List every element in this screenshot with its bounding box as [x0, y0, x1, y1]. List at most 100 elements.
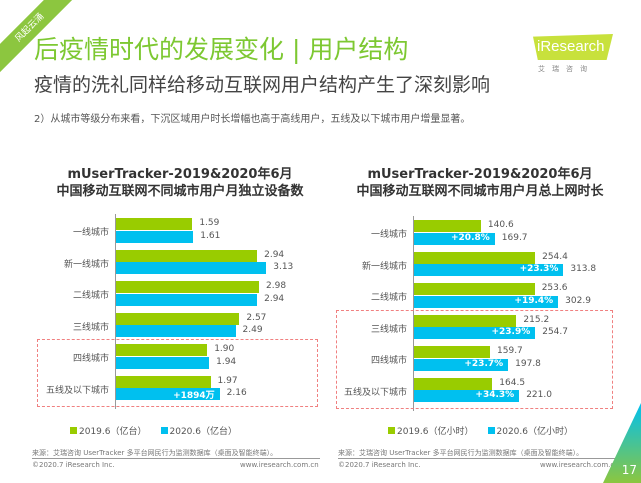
value-label: 254.7: [542, 327, 568, 337]
legend: 2019.6（亿台） 2020.6（亿台）: [70, 424, 251, 437]
bar-2019: [116, 375, 211, 388]
bar-2019: [116, 344, 208, 356]
growth-label: +23.3%: [519, 264, 559, 274]
bar-2019: [414, 346, 491, 358]
value-label: 253.6: [541, 283, 568, 293]
value-label: 1.61: [200, 230, 221, 241]
value-label: 169.7: [501, 232, 528, 243]
url-right: www.iresearch.com.cn: [540, 461, 619, 469]
bar-2019: [414, 251, 536, 264]
bar-2019: [116, 312, 240, 325]
value-label: 302.9: [565, 295, 591, 306]
bar-2020: [116, 230, 194, 243]
value-label: 2.57: [246, 312, 267, 323]
page-note: 2）从城市等级分布来看，下沉区域用户时长增幅也高于高线用户，五线及以下城市用户增…: [34, 114, 471, 125]
legend-item: 2019.6（亿小时）: [388, 427, 474, 437]
chart-title: mUserTracker-2019&2020年6月 中国移动互联网不同城市用户月总…: [356, 167, 604, 199]
value-label: 2.94: [264, 293, 285, 304]
bar-2019: [116, 281, 260, 293]
value-label: 197.8: [515, 358, 541, 369]
bar-2020: [414, 232, 495, 245]
value-label: 2.98: [266, 281, 287, 291]
growth-label: +23.9%: [491, 327, 531, 337]
legend: 2019.6（亿小时） 2020.6（亿小时）: [388, 424, 587, 437]
page-subtitle: 疫情的洗礼同样给移动互联网用户结构产生了深刻影响: [34, 74, 491, 96]
bar-2020: [116, 356, 210, 369]
bar-2020: [414, 358, 509, 371]
value-label: 1.90: [214, 344, 235, 354]
value-label: 3.13: [273, 262, 294, 272]
category-label: 四线城市: [370, 356, 407, 366]
bar-2019: [414, 220, 481, 232]
bar-2019: [414, 314, 517, 327]
category-label: 三线城市: [72, 322, 109, 333]
legend-swatch: [487, 427, 495, 434]
iresearch-logo-sub: 艾瑞咨询: [538, 65, 594, 73]
value-label: 164.5: [499, 377, 526, 388]
growth-label: +1894万: [173, 391, 215, 401]
legend-label: 2019.6（亿台）: [79, 427, 147, 437]
bar-2020: [116, 325, 236, 337]
url-left: www.iresearch.com.cn: [240, 461, 319, 469]
bar-2020: [116, 293, 258, 306]
page-number: 17: [621, 463, 637, 477]
category-label: 四线城市: [72, 354, 109, 364]
category-label: 一线城市: [370, 230, 407, 240]
bar-2020: [116, 262, 267, 274]
bar-2020: [414, 264, 564, 276]
value-label: 140.6: [487, 220, 514, 230]
divider: [32, 458, 320, 459]
bar-2019: [116, 249, 258, 262]
value-label: 1.94: [216, 356, 237, 367]
legend-label: 2020.6（亿台）: [169, 427, 238, 437]
value-label: 221.0: [526, 390, 552, 400]
category-label: 五线及以下城市: [343, 387, 407, 398]
legend-item: 2019.6（亿台）: [70, 427, 147, 437]
source-note-left: 来源：艾瑞咨询 UserTracker 多平台网民行为监测数据库（桌面及智能终端…: [32, 449, 278, 457]
value-label: 2.94: [264, 249, 285, 260]
legend-label: 2019.6（亿小时）: [397, 427, 474, 437]
legend-label: 2020.6（亿小时）: [496, 427, 574, 437]
value-label: 1.59: [199, 218, 220, 228]
divider: [338, 458, 618, 459]
source-note-right: 来源：艾瑞咨询 UserTracker 多平台网民行为监测数据库（桌面及智能终端…: [338, 449, 584, 457]
category-label: 新一线城市: [361, 261, 407, 272]
chart-title: mUserTracker-2019&2020年6月 中国移动互联网不同城市用户月独…: [56, 167, 304, 199]
bar-2019: [414, 377, 493, 390]
value-label: 1.97: [217, 375, 238, 386]
legend-swatch: [388, 427, 395, 434]
bar-2019: [414, 283, 535, 295]
growth-label: +20.8%: [451, 232, 490, 243]
iresearch-logo: iResearch: [533, 34, 613, 60]
category-label: 一线城市: [72, 228, 109, 238]
growth-label: +34.3%: [475, 390, 515, 400]
copyright-left: ©2020.7 iResearch Inc.: [32, 461, 115, 469]
bar-2020: [116, 388, 220, 400]
legend-swatch: [160, 427, 168, 434]
value-label: 313.8: [570, 264, 597, 274]
bar-2019: [116, 218, 193, 230]
value-label: 2.49: [242, 325, 263, 335]
highlight-box: [37, 339, 318, 407]
value-label: 159.7: [497, 346, 523, 356]
category-label: 二线城市: [72, 291, 109, 301]
axis-line: [115, 214, 116, 409]
category-label: 三线城市: [370, 324, 407, 335]
category-label: 新一线城市: [63, 259, 109, 270]
value-label: 2.16: [226, 388, 247, 398]
category-label: 五线及以下城市: [45, 385, 109, 396]
legend-item: 2020.6（亿小时）: [487, 427, 574, 437]
growth-label: +19.4%: [514, 295, 554, 306]
bar-2020: [414, 327, 536, 339]
legend-item: 2020.6（亿台）: [160, 427, 238, 437]
bar-2020: [414, 390, 520, 402]
bar-2020: [414, 295, 559, 308]
copyright-right: ©2020.7 iResearch Inc.: [338, 461, 421, 469]
category-label: 二线城市: [370, 293, 407, 303]
value-label: 254.4: [542, 251, 568, 262]
growth-label: +23.7%: [464, 358, 504, 369]
value-label: 215.2: [523, 314, 550, 325]
page-title: 后疫情时代的发展变化 | 用户结构: [34, 35, 409, 64]
legend-swatch: [70, 427, 77, 434]
axis-line: [413, 216, 414, 411]
